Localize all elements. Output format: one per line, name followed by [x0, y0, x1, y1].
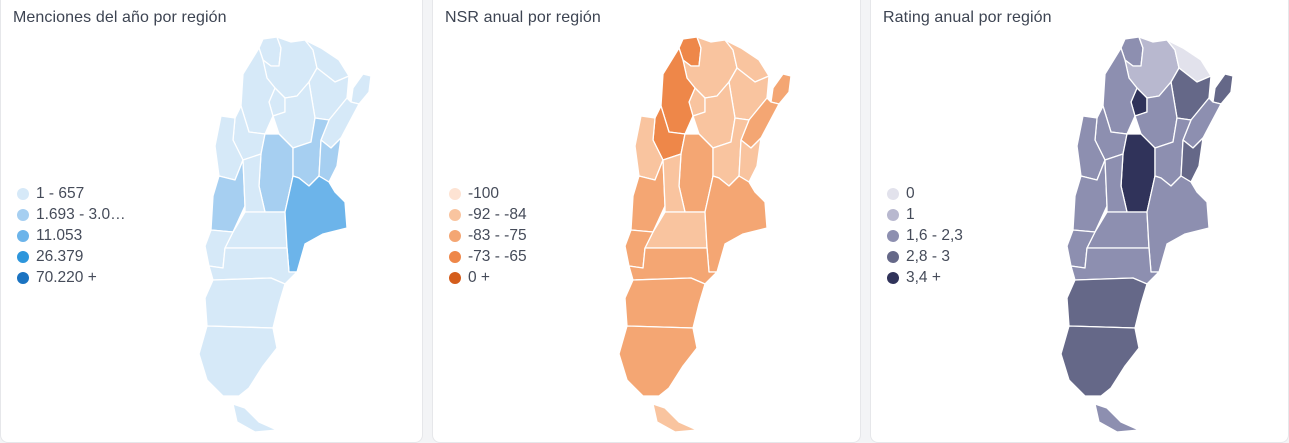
panel-rating: Rating anual por región 0 1 1,6 - 2,3 2,… — [870, 0, 1289, 443]
region-santa-cruz[interactable] — [618, 325, 698, 397]
legend-label: 3,4 + — [906, 268, 941, 286]
legend-item[interactable]: -73 - -65 — [449, 246, 527, 267]
legend-swatch — [449, 271, 461, 284]
legend-swatch — [449, 208, 461, 221]
region-santa-cruz[interactable] — [198, 325, 278, 397]
region-tierra-del-fuego[interactable] — [652, 403, 698, 433]
legend-label: 2,8 - 3 — [906, 247, 950, 265]
legend-item[interactable]: 70.220 + — [17, 267, 126, 288]
region-misiones[interactable] — [1212, 73, 1234, 105]
panel-menciones: Menciones del año por región 1 - 657 1.6… — [0, 0, 423, 443]
region-buenos-aires[interactable] — [284, 175, 348, 273]
legend-swatch — [887, 208, 899, 221]
legend-swatch — [887, 229, 899, 242]
legend-swatch — [17, 250, 29, 263]
legend-label: -100 — [468, 184, 500, 202]
region-misiones[interactable] — [350, 73, 372, 105]
legend-swatch — [449, 250, 461, 263]
legend-item[interactable]: 11.053 — [17, 225, 126, 246]
panel-nsr: NSR anual por región -100 -92 - -84 -83 … — [432, 0, 861, 443]
legend-label: 1,6 - 2,3 — [906, 226, 963, 244]
legend-swatch — [887, 250, 899, 263]
legend-item[interactable]: 0 — [887, 183, 963, 204]
legend-item[interactable]: 3,4 + — [887, 267, 963, 288]
legend-item[interactable]: 1.693 - 3.0… — [17, 204, 126, 225]
argentina-map — [198, 36, 372, 433]
legend-label: 1.693 - 3.0… — [36, 205, 126, 223]
legend-item[interactable]: 0 + — [449, 267, 527, 288]
legend-swatch — [887, 271, 899, 284]
legend: 1 - 657 1.693 - 3.0… 11.053 26.379 70.22… — [17, 183, 126, 288]
legend: 0 1 1,6 - 2,3 2,8 - 3 3,4 + — [887, 183, 963, 288]
legend-label: -92 - -84 — [468, 205, 527, 223]
argentina-map — [618, 36, 792, 433]
argentina-map — [1060, 36, 1234, 433]
legend-item[interactable]: 1 — [887, 204, 963, 225]
legend-label: 0 + — [468, 268, 490, 286]
legend-label: 26.379 — [36, 247, 84, 265]
legend-swatch — [17, 229, 29, 242]
panel-title: NSR anual por región — [445, 9, 601, 26]
legend-item[interactable]: 1,6 - 2,3 — [887, 225, 963, 246]
region-buenos-aires[interactable] — [704, 175, 768, 273]
legend-label: 70.220 + — [36, 268, 97, 286]
legend-swatch — [17, 208, 29, 221]
region-buenos-aires[interactable] — [1146, 175, 1210, 273]
region-mendoza[interactable] — [1072, 159, 1108, 233]
legend: -100 -92 - -84 -83 - -75 -73 - -65 0 + — [449, 183, 527, 288]
legend-label: 1 - 657 — [36, 184, 85, 202]
legend-swatch — [449, 229, 461, 242]
legend-item[interactable]: -100 — [449, 183, 527, 204]
legend-label: -83 - -75 — [468, 226, 527, 244]
region-santa-cruz[interactable] — [1060, 325, 1140, 397]
legend-label: 11.053 — [36, 226, 83, 244]
region-chubut[interactable] — [624, 277, 706, 329]
legend-swatch — [887, 187, 899, 200]
legend-swatch — [17, 271, 29, 284]
legend-item[interactable]: -92 - -84 — [449, 204, 527, 225]
legend-item[interactable]: -83 - -75 — [449, 225, 527, 246]
legend-label: 0 — [906, 184, 915, 202]
legend-item[interactable]: 2,8 - 3 — [887, 246, 963, 267]
legend-item[interactable]: 1 - 657 — [17, 183, 126, 204]
panel-title: Menciones del año por región — [13, 9, 227, 26]
region-misiones[interactable] — [770, 73, 792, 105]
panel-title: Rating anual por región — [883, 9, 1052, 26]
region-mendoza[interactable] — [210, 159, 246, 233]
legend-swatch — [449, 187, 461, 200]
region-chubut[interactable] — [1066, 277, 1148, 329]
legend-swatch — [17, 187, 29, 200]
region-chubut[interactable] — [204, 277, 286, 329]
legend-label: 1 — [906, 205, 915, 223]
region-tierra-del-fuego[interactable] — [232, 403, 278, 433]
region-mendoza[interactable] — [630, 159, 666, 233]
legend-label: -73 - -65 — [468, 247, 527, 265]
legend-item[interactable]: 26.379 — [17, 246, 126, 267]
region-tierra-del-fuego[interactable] — [1094, 403, 1140, 433]
